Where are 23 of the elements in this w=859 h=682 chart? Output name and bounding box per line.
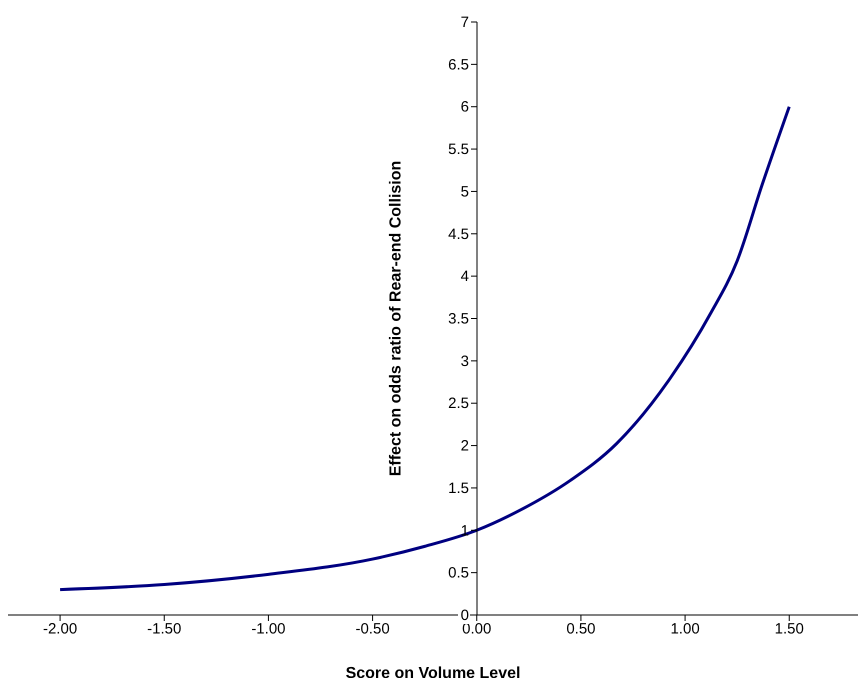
x-tick-label: -0.50 — [355, 620, 390, 638]
x-tick-label: -2.00 — [42, 620, 78, 638]
y-tick-label: 7 — [460, 14, 469, 31]
y-axis-title: Effect on odds ratio of Rear-end Collision — [387, 160, 404, 476]
y-tick-label: 3.5 — [448, 310, 469, 328]
x-axis-title: Score on Volume Level — [346, 665, 520, 682]
x-tick-label: 1.50 — [774, 620, 804, 638]
x-tick-label: 1.00 — [670, 620, 700, 638]
x-tick-label: -1.50 — [147, 620, 182, 638]
y-tick-label: 4 — [460, 268, 469, 286]
y-tick-label: 2 — [460, 438, 469, 455]
y-tick-label: 2.5 — [448, 395, 469, 412]
x-tick-label: -1.00 — [251, 620, 286, 638]
y-tick-label: 1.5 — [448, 480, 469, 497]
y-tick-label: 0 — [460, 607, 469, 624]
y-tick-label: 5.5 — [448, 141, 469, 158]
y-tick-label: 5 — [460, 183, 469, 200]
y-tick-label: 3 — [460, 352, 469, 370]
y-tick-label: 0.5 — [448, 564, 469, 582]
y-tick-label: 6.5 — [448, 56, 469, 74]
y-tick-label: 6 — [460, 98, 469, 116]
y-tick-label: 4.5 — [448, 226, 469, 243]
x-tick-label: 0.50 — [566, 620, 596, 638]
